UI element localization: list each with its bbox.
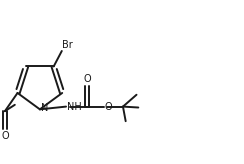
Text: NH: NH — [67, 102, 81, 112]
Text: Br: Br — [62, 40, 73, 50]
Text: O: O — [83, 74, 91, 84]
Text: N: N — [41, 103, 48, 113]
Text: O: O — [104, 102, 112, 112]
Text: O: O — [1, 131, 9, 141]
